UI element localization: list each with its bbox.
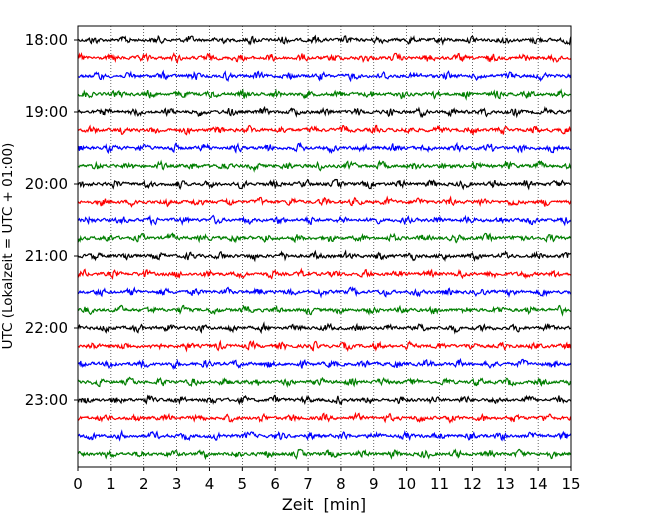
trace-19:45: [77, 159, 572, 173]
x-axis-title: Zeit [min]: [282, 495, 366, 514]
x-tick-label: 13: [496, 475, 515, 493]
x-tick-label: 7: [303, 475, 313, 493]
trace-22:45: [77, 376, 572, 389]
x-tick-label: 15: [561, 475, 580, 493]
plot-frame: [77, 25, 572, 468]
x-tick-label: 4: [205, 475, 215, 493]
x-tick-label: 9: [369, 475, 379, 493]
y-axis-title: UTC (Lokalzeit = UTC + 01:00): [0, 143, 16, 350]
trace-20:30: [77, 214, 572, 227]
y-tick-label: 20:00: [25, 175, 68, 193]
y-tick-label: 22:00: [25, 319, 68, 337]
trace-19:30: [77, 141, 572, 155]
x-tick-label: 12: [463, 475, 482, 493]
trace-18:45: [77, 88, 572, 101]
trace-18:00: [77, 34, 572, 46]
y-axis: 18:00 19:00 20:00 21:00 22:00 23:00: [25, 31, 78, 409]
x-tick-label: 5: [238, 475, 248, 493]
trace-18:15: [77, 51, 572, 64]
trace-21:15: [77, 267, 572, 280]
trace-23:30: [77, 429, 572, 442]
x-tick-label: 1: [106, 475, 116, 493]
x-tick-label: 0: [73, 475, 83, 493]
trace-22:15: [77, 339, 572, 353]
trace-22:00: [77, 321, 572, 335]
x-tick-label: 14: [529, 475, 548, 493]
trace-20:45: [77, 232, 572, 244]
x-axis: 0 1 2 3 4 5 6 7 8 9 10 11 12 13 14 15: [73, 467, 581, 493]
trace-22:30: [77, 357, 572, 371]
y-tick-label: 23:00: [25, 391, 68, 409]
trace-23:45: [77, 448, 572, 461]
trace-21:45: [77, 304, 572, 317]
trace-19:15: [77, 124, 572, 136]
trace-19:00: [77, 105, 572, 119]
x-tick-label: 6: [270, 475, 280, 493]
y-tick-label: 18:00: [25, 31, 68, 49]
trace-21:30: [77, 286, 572, 299]
y-tick-label: 19:00: [25, 103, 68, 121]
x-tick-label: 8: [336, 475, 346, 493]
trace-21:00: [77, 249, 572, 263]
trace-20:00: [77, 178, 572, 191]
seismogram-traces: [77, 34, 572, 461]
trace-18:30: [77, 69, 572, 83]
x-tick-label: 3: [172, 475, 182, 493]
y-tick-label: 21:00: [25, 247, 68, 265]
trace-23:15: [77, 411, 572, 424]
x-tick-label: 11: [430, 475, 449, 493]
trace-23:00: [77, 394, 572, 406]
x-tick-label: 10: [397, 475, 416, 493]
x-tick-label: 2: [139, 475, 149, 493]
trace-20:15: [77, 195, 572, 208]
